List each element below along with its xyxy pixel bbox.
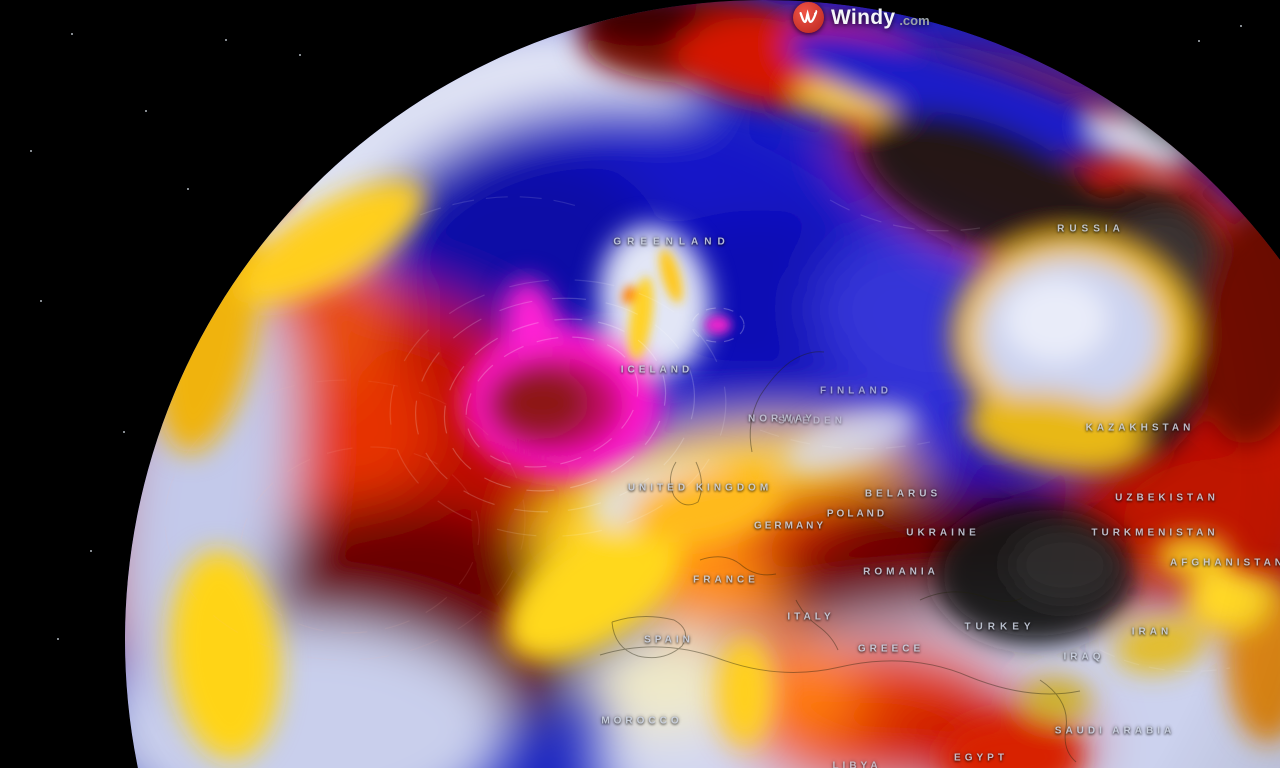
star <box>187 188 189 190</box>
star <box>123 431 125 433</box>
windy-logo[interactable]: Windy .com <box>793 2 930 33</box>
star <box>225 39 227 41</box>
windy-brand-suffix: .com <box>899 12 930 28</box>
globe-color-field <box>125 0 1280 768</box>
star <box>299 54 301 56</box>
star <box>40 300 42 302</box>
windy-swirl-icon <box>793 2 824 33</box>
star <box>145 110 147 112</box>
windy-brand-text: Windy <box>831 5 896 29</box>
star <box>57 638 59 640</box>
star <box>71 33 73 35</box>
star <box>30 150 32 152</box>
star <box>90 550 92 552</box>
star <box>1198 40 1200 42</box>
star <box>1240 25 1242 27</box>
